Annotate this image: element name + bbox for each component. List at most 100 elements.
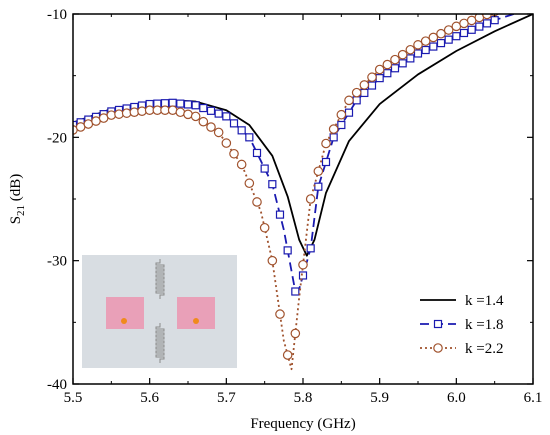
series-point: [190, 111, 201, 122]
series-point: [291, 287, 300, 296]
series-point: [290, 328, 301, 339]
series-point: [275, 309, 285, 319]
series-point: [244, 178, 255, 189]
series-point: [121, 108, 132, 118]
series-point: [367, 81, 377, 90]
series-point: [344, 95, 354, 106]
series-point: [137, 106, 147, 116]
y-tick-label: -40: [47, 377, 67, 393]
series-point: [268, 180, 277, 189]
series-point: [298, 259, 308, 270]
series-point: [398, 59, 407, 68]
series-point: [428, 32, 439, 43]
series-point: [298, 271, 308, 280]
series-point: [259, 222, 270, 233]
series-point: [420, 36, 431, 46]
series-point: [221, 138, 232, 148]
series-point: [106, 110, 117, 120]
series-point: [429, 42, 438, 51]
inset-left-patch: [106, 297, 144, 329]
series-3: [73, 14, 499, 371]
series-point: [222, 112, 231, 121]
series-point: [206, 122, 216, 132]
series-point: [183, 109, 193, 120]
series-point: [321, 138, 331, 149]
series-2: [73, 14, 517, 296]
series-point: [413, 49, 423, 58]
series-point: [206, 106, 216, 115]
series-point: [245, 133, 254, 142]
series-point: [183, 100, 193, 109]
inset-right-feed: [193, 318, 199, 324]
series-point: [374, 64, 385, 75]
series-point: [436, 28, 446, 39]
series-point: [382, 59, 393, 70]
inset-top-meander: [155, 259, 165, 299]
antenna-inset-figure: [82, 255, 237, 368]
series-point: [406, 54, 415, 63]
series-point: [337, 120, 346, 130]
ticks-layer: 5.5 5.6 5.7 5.8 5.9 6.0 6.1 -40 -30 -20 -10: [47, 7, 542, 406]
series-point: [314, 182, 323, 191]
series-point: [229, 119, 239, 128]
series-point: [482, 19, 492, 28]
x-axis-label: Frequency (GHz): [250, 416, 355, 432]
series-point: [467, 25, 476, 34]
series-point: [405, 44, 416, 55]
legend-entry: k =1.4: [420, 293, 504, 309]
series-point: [260, 164, 269, 173]
plot-area: 5.5 5.6 5.7 5.8 5.9 6.0 6.1 -40 -30 -20 -10 k =1.4…: [47, 7, 542, 406]
series-point: [176, 99, 185, 108]
series-point: [490, 16, 499, 25]
series-point: [351, 87, 362, 98]
x-tick-label: 5.7: [217, 390, 236, 406]
series-point: [390, 64, 400, 73]
series-point: [313, 166, 324, 177]
series-layer: [73, 14, 533, 371]
series-point: [475, 22, 484, 31]
inset-bottom-meander: [155, 323, 165, 363]
series-point: [413, 40, 423, 50]
x-tick-label: 5.6: [140, 390, 159, 406]
series-point: [421, 45, 430, 55]
series-point: [191, 101, 200, 110]
y-tick-label: -20: [47, 130, 67, 146]
legend-entry: k =2.2: [420, 341, 503, 357]
legend-label: k =1.8: [465, 317, 503, 333]
series-point: [282, 350, 293, 360]
inset-left-feed: [121, 318, 127, 324]
x-tick-label: 5.9: [370, 390, 389, 406]
y-tick-label: -10: [47, 7, 67, 23]
series-point: [306, 244, 315, 253]
series-point: [328, 124, 339, 134]
y-tick-label: -30: [47, 254, 67, 270]
series-point: [436, 39, 446, 48]
legend-marker: [433, 343, 443, 353]
series-point: [229, 148, 239, 159]
series-point: [267, 255, 278, 266]
x-tick-label: 5.8: [294, 390, 313, 406]
legend: k =1.4 k =1.8 k =2.2: [420, 293, 504, 357]
series-1: [73, 14, 533, 257]
x-tick-label: 5.5: [64, 390, 83, 406]
y-axis-label-unit: (dB): [8, 174, 24, 205]
series-point: [352, 96, 361, 105]
series-point: [344, 108, 354, 117]
series-point: [175, 107, 186, 118]
x-tick-label: 6.0: [447, 390, 466, 406]
series-point: [114, 109, 124, 119]
series-point: [329, 133, 338, 142]
series-line: [73, 14, 533, 257]
series-point: [359, 80, 370, 90]
series-point: [305, 194, 316, 204]
series-point: [129, 107, 140, 117]
series-point: [443, 25, 454, 35]
series-point: [459, 28, 469, 38]
y-axis-label-sub: 21: [15, 205, 27, 216]
legend-label: k =1.4: [465, 293, 504, 309]
series-point: [383, 69, 392, 78]
series-point: [168, 98, 177, 107]
legend-entry: k =1.8: [420, 317, 503, 333]
series-point: [444, 35, 453, 44]
